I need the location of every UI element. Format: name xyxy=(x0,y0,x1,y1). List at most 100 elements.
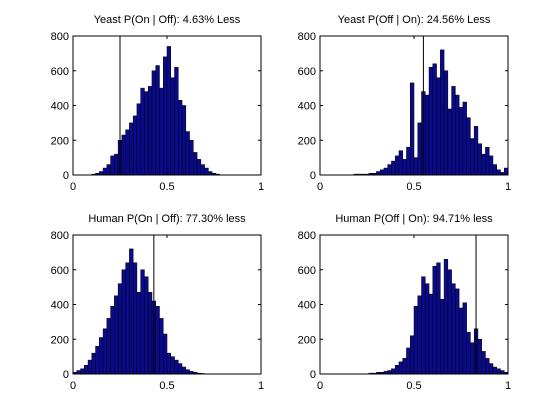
y-tick-label: 400 xyxy=(298,300,316,312)
histogram-bar xyxy=(181,366,187,375)
y-tick-label: 200 xyxy=(51,135,69,147)
histogram-bar xyxy=(84,365,89,375)
histogram-bar xyxy=(91,352,96,375)
histogram-bar xyxy=(132,262,138,375)
histogram-bar xyxy=(200,164,205,176)
histogram-bar xyxy=(110,155,115,176)
histogram-bar xyxy=(458,106,464,176)
histogram-bar xyxy=(394,155,400,176)
y-tick-label: 800 xyxy=(298,230,316,242)
histogram-bar xyxy=(394,365,400,375)
y-tick-label: 400 xyxy=(51,300,69,312)
histogram-bar xyxy=(125,129,130,176)
x-tick-label: 0 xyxy=(70,380,76,392)
histogram-bar xyxy=(99,171,104,176)
histogram-bar xyxy=(147,292,153,375)
histogram-bar xyxy=(417,295,422,375)
histogram-bar xyxy=(432,266,437,375)
axis-ticks: 0 0.5 1 0 200 400 600 800 xyxy=(298,230,511,392)
histogram-bar xyxy=(162,333,168,375)
histogram-bar xyxy=(447,108,452,176)
histogram-bar xyxy=(208,171,213,176)
x-tick-label: 0.5 xyxy=(406,181,421,193)
histogram-bar xyxy=(99,337,104,375)
histogram-bar xyxy=(193,152,198,176)
histogram-bar xyxy=(144,91,149,176)
x-tick-label: 0.5 xyxy=(159,380,174,392)
histogram-bar xyxy=(196,159,202,176)
histogram-bar xyxy=(466,117,471,176)
histogram-bar xyxy=(398,361,403,375)
histogram-bar xyxy=(417,122,422,176)
histogram-bar xyxy=(159,318,164,375)
bar-group xyxy=(72,248,205,375)
histogram-bar xyxy=(436,262,441,375)
histogram-bar xyxy=(106,164,111,176)
histogram-bar xyxy=(398,150,403,176)
histogram-bar xyxy=(447,269,452,375)
histogram-bar xyxy=(151,70,156,176)
histogram-bar xyxy=(440,49,445,176)
bar-group xyxy=(91,46,220,176)
x-tick-label: 0.5 xyxy=(406,380,421,392)
axis-ticks: 0 0.5 1 0 200 400 600 800 xyxy=(298,31,511,193)
histogram-bar xyxy=(436,77,441,176)
x-tick-label: 0.5 xyxy=(159,181,174,193)
chart-title: Yeast P(On | Off): 4.63% Less xyxy=(94,14,241,26)
histogram-bar xyxy=(102,328,108,375)
histogram-bar xyxy=(155,305,160,375)
histogram-bar xyxy=(114,295,119,375)
axis-ticks: 0 0.5 1 0 200 400 600 800 xyxy=(51,230,264,392)
y-tick-label: 800 xyxy=(298,31,316,43)
y-tick-label: 0 xyxy=(63,369,69,381)
histogram-bar xyxy=(402,358,407,375)
bar-group xyxy=(368,259,509,375)
histogram-bar xyxy=(462,101,467,176)
histogram-bar xyxy=(406,347,411,375)
histogram-bar xyxy=(443,259,449,375)
histogram-bar xyxy=(391,368,396,375)
histogram-bar xyxy=(458,307,464,375)
histogram-bar xyxy=(185,369,190,375)
histogram-bar xyxy=(496,368,501,375)
histogram-bar xyxy=(144,276,149,375)
histogram-bar xyxy=(136,103,141,176)
axis-ticks: 0 0.5 1 0 200 400 600 800 xyxy=(51,31,264,193)
histogram-bar xyxy=(121,134,126,176)
histogram-bar xyxy=(125,262,130,375)
histogram-bar xyxy=(87,359,93,375)
y-tick-label: 0 xyxy=(63,170,69,182)
histogram-bar xyxy=(391,160,396,176)
histogram-bar xyxy=(140,269,145,375)
y-tick-label: 600 xyxy=(298,265,316,277)
histogram-bar xyxy=(500,370,505,375)
histogram-human-off-given-on: Human P(Off | On): 94.71% less 0 0.5 1 0 200… xyxy=(298,213,511,392)
y-tick-label: 400 xyxy=(51,101,69,113)
histogram-bar xyxy=(413,157,419,176)
histogram-bar xyxy=(162,56,168,176)
histogram-bar xyxy=(136,292,141,375)
histogram-bar xyxy=(140,87,145,176)
x-tick-label: 0 xyxy=(317,380,323,392)
histogram-bar xyxy=(421,276,426,375)
y-tick-label: 800 xyxy=(51,230,69,242)
histogram-bar xyxy=(470,342,475,375)
histogram-bar xyxy=(455,288,460,375)
histogram-bar xyxy=(170,356,175,375)
x-tick-label: 1 xyxy=(258,181,264,193)
histogram-bar xyxy=(485,146,490,176)
histogram-bar xyxy=(428,293,434,375)
y-tick-label: 0 xyxy=(310,369,316,381)
histogram-bar xyxy=(492,164,497,176)
x-tick-label: 1 xyxy=(258,380,264,392)
chart-title: Yeast P(Off | On): 24.56% Less xyxy=(338,14,491,26)
y-tick-label: 200 xyxy=(51,334,69,346)
histogram-bar xyxy=(428,67,434,176)
y-tick-label: 200 xyxy=(298,334,316,346)
histogram-bar xyxy=(170,77,175,176)
histogram-bar xyxy=(402,159,407,176)
histogram-bar xyxy=(488,363,494,375)
histogram-bar xyxy=(485,358,490,375)
histogram-bar xyxy=(488,155,494,176)
